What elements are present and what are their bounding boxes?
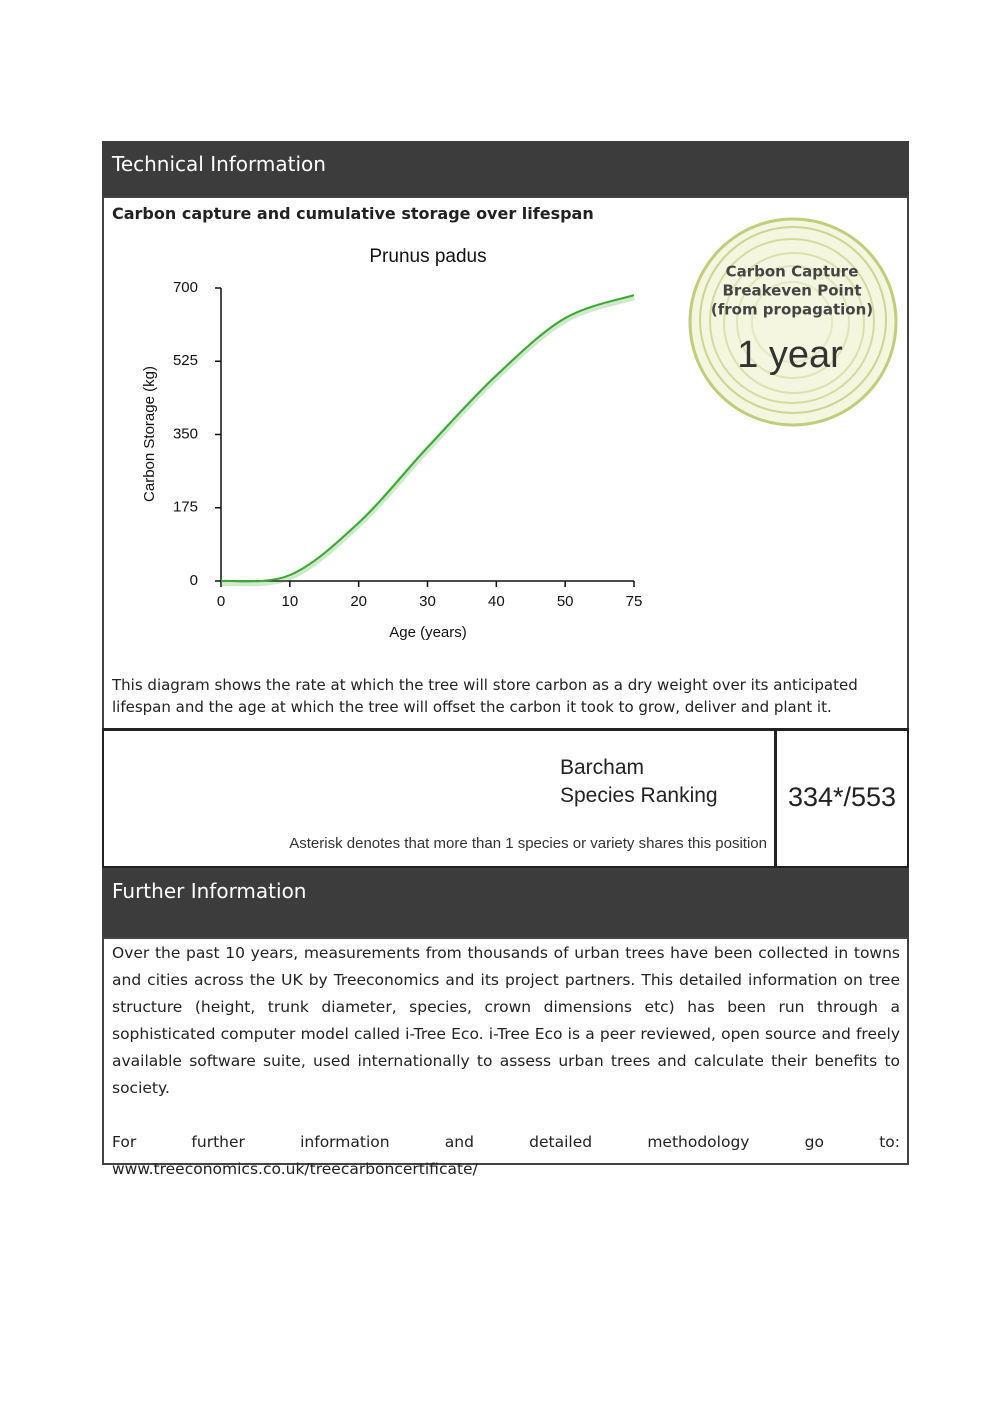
paragraph: For further information and detailed met… [112,1133,900,1178]
chart: Carbon Capture Breakeven Point (from pro… [141,217,898,641]
y-tick-label: 525 [173,352,198,369]
ring [699,226,887,414]
ranking-label-line: Species Ranking [560,784,718,807]
y-tick-label: 0 [190,572,198,589]
x-tick-label: 50 [557,593,574,610]
x-tick-label: 30 [419,593,436,610]
ranking-note: Asterisk denotes that more than 1 specie… [289,835,767,852]
breakeven-label: (from propagation) [711,301,873,319]
further-title: Further Information [112,879,307,903]
x-axis-label: Age (years) [389,624,467,641]
ring [688,217,898,427]
line [220,294,635,583]
breakeven-value: 1 year [737,334,843,376]
breakeven-label: Carbon Capture [726,263,859,281]
ranking-label: Barcham Species Ranking [560,754,718,810]
ring [736,265,850,379]
ranking-label-line: Barcham [560,756,645,779]
x-tick-label: 0 [217,593,225,610]
y-tick-label: 700 [173,279,198,296]
paragraph: Over the past 10 years, measurements fro… [112,944,900,1097]
section-header: Technical Information [102,141,909,197]
x-tick-label: 20 [350,593,367,610]
x-tick-label: 75 [626,593,643,610]
x-tick-label: 40 [488,593,505,610]
further-body: Over the past 10 years, measurements fro… [112,940,900,1183]
divider [774,728,777,868]
chart-title: Prunus padus [369,246,486,267]
ring [723,252,865,394]
breakeven-ring: Carbon Capture Breakeven Point (from pro… [688,217,898,427]
section-header: Further Information [102,868,909,938]
y-tick-label: 175 [173,499,198,516]
chart-heading: Carbon capture and cumulative storage ov… [112,204,594,223]
ranking-section [102,728,909,868]
further-section [102,937,909,1165]
ring [751,281,833,363]
y-tick-label: 350 [173,425,198,442]
chart-caption: This diagram shows the rate at which the… [112,676,858,716]
line-shadow [220,294,635,587]
x-tick-label: 10 [281,593,298,610]
ranking-value: 334*/553 [787,782,897,812]
y-axis-label: Carbon Storage (kg) [141,366,158,502]
header-title: Technical Information [112,152,326,176]
breakeven-label: Breakeven Point [722,282,861,300]
ring [709,238,875,404]
